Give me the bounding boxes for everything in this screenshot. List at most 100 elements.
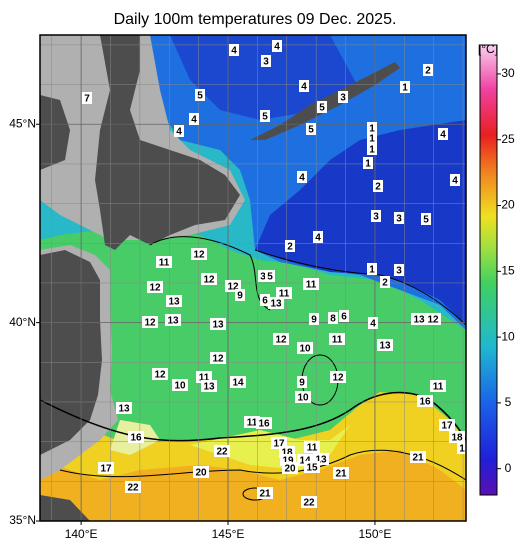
contour-label: 14: [232, 378, 244, 389]
contour-label: 4: [299, 173, 305, 184]
contour-label: 22: [216, 447, 228, 458]
contour-label: 2: [287, 242, 293, 253]
contour-label-box: [210, 318, 226, 330]
contour-label: 5: [319, 103, 325, 114]
contour-label-box: [301, 496, 317, 508]
contour-label-box: [214, 445, 230, 457]
contour-label-box: [273, 333, 289, 345]
contour-label: 18: [281, 448, 293, 459]
contour-label: 11: [433, 382, 444, 393]
colorbar: [479, 44, 498, 496]
contour-label-box: [258, 270, 268, 282]
contour-label: 11: [279, 289, 290, 300]
contour-label-box: [368, 317, 378, 329]
lon-tick-label: 140°E: [65, 527, 98, 541]
contour-label: 2: [382, 278, 388, 289]
contour-label-box: [142, 316, 158, 328]
colorbar-label: [°C]: [478, 42, 498, 56]
contour-label-box: [333, 467, 349, 479]
contour-label: 9: [299, 378, 305, 389]
contour-label-box: [423, 64, 433, 76]
contour-label: 12: [332, 373, 344, 384]
contour-label: 1: [365, 159, 371, 170]
contour-label-box: [276, 287, 292, 299]
contour-label: 11: [306, 280, 317, 291]
contour-label: 5: [308, 125, 314, 136]
contour-label: 13: [168, 297, 180, 308]
contour-label: 1: [369, 134, 375, 145]
contour-label: 11: [199, 373, 210, 384]
contour-label: 12: [149, 283, 161, 294]
contour-label: 4: [191, 115, 197, 126]
contour-label-box: [299, 80, 309, 92]
contour-label-box: [189, 113, 199, 125]
contour-label-box: [371, 210, 381, 222]
contour-label-box: [125, 481, 141, 493]
contour-label-box: [297, 376, 307, 388]
contour-label: 19: [282, 456, 294, 467]
contour-label-box: [201, 273, 217, 285]
contour-label: 10: [297, 393, 309, 404]
contour-label: 4: [315, 233, 321, 244]
contour-label-box: [306, 123, 316, 135]
contour-label: 11: [159, 258, 170, 269]
colorbar-tick-label: 25: [501, 132, 515, 146]
contour-label: 4: [370, 319, 376, 330]
contour-label: 13: [167, 316, 179, 327]
contour-label-box: [304, 441, 320, 453]
contour-label-box: [330, 371, 346, 383]
contour-label: 18: [451, 433, 463, 444]
contour-label: 20: [284, 464, 296, 475]
contour-label-box: [450, 174, 460, 186]
colorbar-tick-label: 10: [501, 329, 515, 343]
contour-label: 3: [396, 266, 402, 277]
contour-label: 3: [373, 212, 379, 223]
contour-label-box: [339, 310, 349, 322]
contour-label-box: [411, 313, 427, 325]
contour-label-box: [394, 212, 404, 224]
contour-label-box: [449, 431, 465, 443]
contour-label-box: [328, 312, 338, 324]
contour-label-box: [410, 451, 426, 463]
contour-label-box: [268, 297, 284, 309]
contour-label: 17: [441, 421, 453, 432]
contour-label: 4: [176, 127, 182, 138]
contour-label: 22: [303, 498, 315, 509]
contour-label-box: [329, 333, 345, 345]
contour-label: 4: [274, 42, 280, 53]
contour-label: 16: [258, 419, 270, 430]
lat-tick-label: 45°N: [9, 116, 36, 130]
contour-label: 13: [203, 382, 215, 393]
contour-label-box: [380, 276, 390, 288]
contour-label-box: [285, 240, 295, 252]
contour-label: 1: [402, 83, 408, 94]
contour-label: 22: [127, 483, 139, 494]
contour-label: 10: [299, 344, 311, 355]
contour-label-box: [297, 342, 313, 354]
contour-label-box: [338, 91, 348, 103]
contour-label: 1: [369, 124, 375, 135]
colorbar-tick-label: 15: [501, 263, 515, 277]
grid: [40, 35, 466, 521]
contour-label: 11: [307, 443, 318, 454]
contour-label: 12: [203, 275, 215, 286]
contour-label-box: [377, 339, 393, 351]
contour-label-box: [165, 314, 181, 326]
contour-label-box: [373, 180, 383, 192]
contour-label: 13: [270, 299, 282, 310]
contour-label-box: [297, 171, 307, 183]
contour-label: 17: [100, 464, 112, 475]
contour-label: 12: [212, 354, 224, 365]
contour-label: 3: [263, 57, 269, 68]
contour-label: 12: [193, 250, 205, 261]
water-coldest: [255, 120, 466, 325]
contour-label: 12: [227, 282, 239, 293]
contour-label: 21: [412, 453, 424, 464]
contour-label-box: [230, 376, 246, 388]
contour-label: 8: [330, 314, 336, 325]
colorbar-tick-label: 0: [505, 461, 512, 475]
contour-label: 13: [212, 320, 224, 331]
contour-label: 16: [130, 433, 142, 444]
contour-label: 12: [144, 318, 156, 329]
